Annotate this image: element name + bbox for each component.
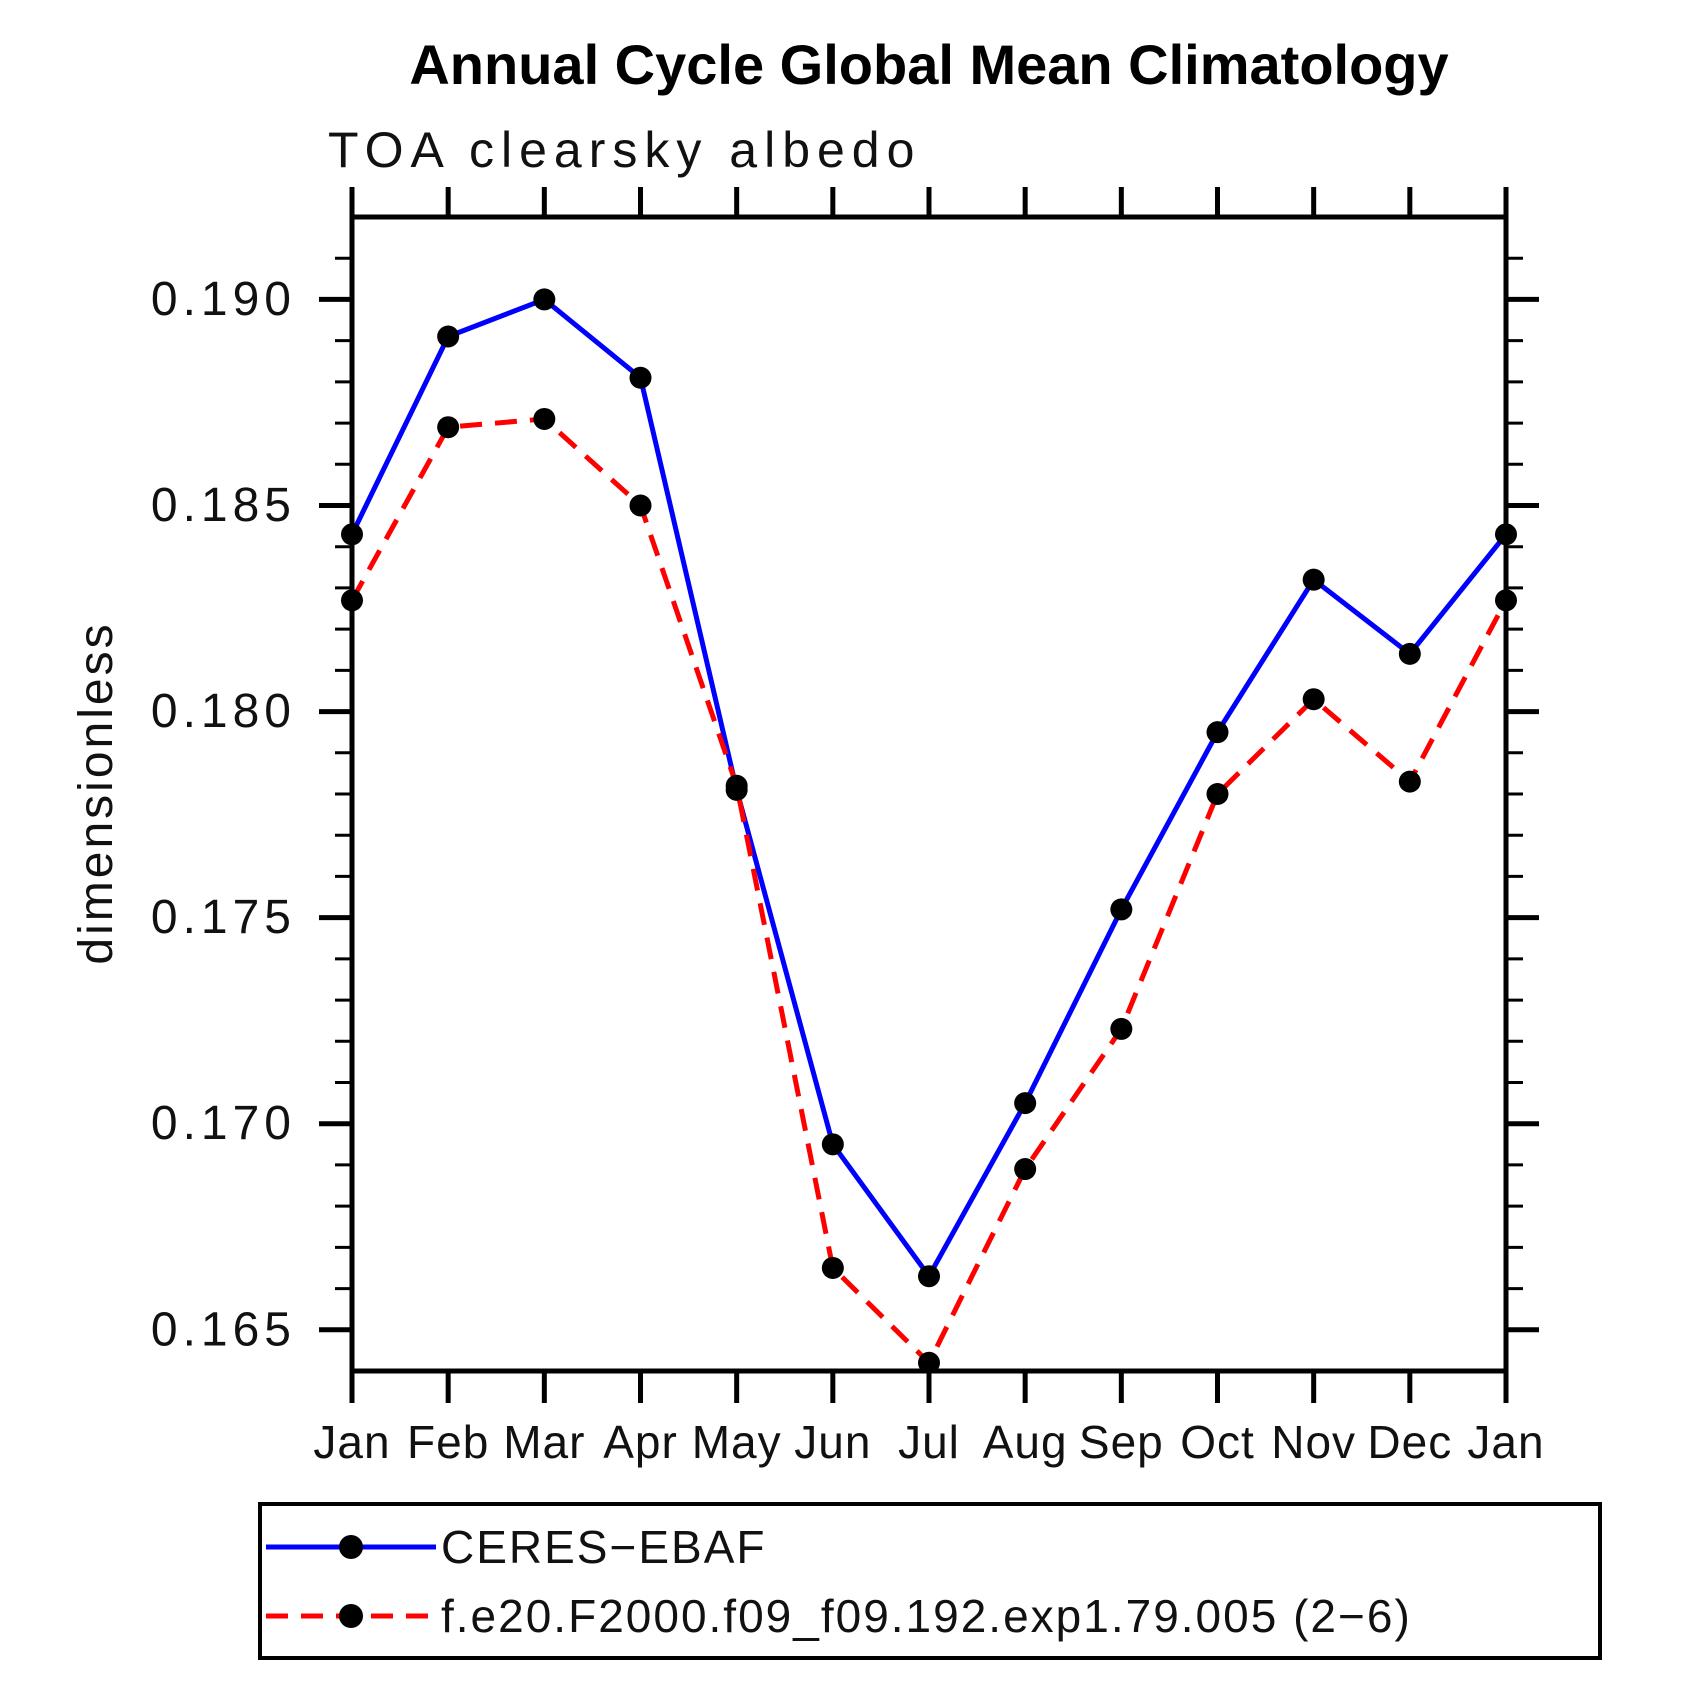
- data-point-ceres-ebaf: [1495, 523, 1517, 546]
- data-point-ceres-ebaf: [1110, 898, 1133, 921]
- legend-entry-ceres: CERES−EBAF: [266, 1521, 767, 1573]
- data-point-ceres-ebaf: [341, 523, 363, 546]
- month-label: Jun: [794, 1416, 871, 1468]
- y-tick-label: 0.180: [151, 685, 296, 738]
- y-tick-label: 0.175: [151, 891, 296, 944]
- data-point-ceres-ebaf: [1014, 1092, 1037, 1115]
- page-title: Annual Cycle Global Mean Climatology: [409, 33, 1448, 96]
- legend-label-model: f.e20.F2000.f09_f09.192.exp1.79.005 (2−6…: [441, 1590, 1412, 1642]
- month-label: Oct: [1180, 1416, 1255, 1468]
- data-point-ceres-ebaf: [1302, 568, 1325, 591]
- y-axis-title: dimensionless: [70, 621, 123, 964]
- y-tick-label: 0.165: [151, 1303, 296, 1356]
- data-point-ceres-ebaf: [1398, 642, 1421, 665]
- axis-frame: [349, 214, 1509, 1374]
- data-point-model: [821, 1256, 844, 1279]
- data-point-ceres-ebaf: [821, 1133, 844, 1156]
- data-point-model: [1495, 589, 1517, 612]
- chart-subtitle: TOA clearsky albedo: [328, 122, 921, 178]
- data-point-ceres-ebaf: [918, 1265, 940, 1288]
- series-line-ceres-ebaf: [349, 296, 1508, 1281]
- data-point-model: [918, 1351, 940, 1374]
- month-label: Sep: [1079, 1416, 1164, 1468]
- y-tick-label: 0.190: [151, 273, 296, 326]
- legend-marker-icon: [339, 1535, 363, 1559]
- series-line-model: [349, 416, 1509, 1367]
- month-label: May: [692, 1416, 782, 1468]
- month-label: Aug: [983, 1416, 1068, 1468]
- month-label: Jul: [898, 1416, 960, 1468]
- data-point-ceres-ebaf: [437, 325, 460, 348]
- data-point-ceres-ebaf: [1206, 721, 1229, 744]
- plot-area: 0.165 0.170 0.175 0.180 0.185 0.190 Jan Feb Mar A…: [151, 187, 1544, 1468]
- legend-marker-icon: [339, 1604, 363, 1628]
- data-point-ceres-ebaf: [533, 288, 556, 311]
- month-label: Mar: [503, 1416, 585, 1468]
- legend: CERES−EBAF f.e20.F2000.f09_f09.192.exp1.…: [258, 1502, 1602, 1660]
- month-label: Nov: [1271, 1416, 1356, 1468]
- month-label: Dec: [1367, 1416, 1452, 1468]
- month-label: Jan: [1467, 1416, 1544, 1468]
- data-point-model: [1014, 1158, 1037, 1181]
- data-point-model: [725, 774, 748, 797]
- data-point-model: [1110, 1017, 1133, 1040]
- data-point-model: [1398, 770, 1421, 793]
- data-point-model: [341, 589, 363, 612]
- data-point-model: [437, 416, 460, 439]
- y-tick-label: 0.170: [151, 1097, 296, 1150]
- month-label: Feb: [407, 1416, 489, 1468]
- data-point-model: [1302, 688, 1325, 711]
- legend-label-ceres: CERES−EBAF: [441, 1521, 767, 1573]
- month-label: Apr: [603, 1416, 678, 1468]
- data-point-ceres-ebaf: [629, 366, 652, 389]
- y-tick-label: 0.185: [151, 479, 296, 532]
- data-point-model: [629, 494, 652, 517]
- data-point-model: [533, 407, 556, 430]
- data-point-model: [1206, 783, 1229, 805]
- legend-box: [258, 1502, 1602, 1660]
- legend-entry-model: f.e20.F2000.f09_f09.192.exp1.79.005 (2−6…: [266, 1590, 1412, 1642]
- month-label: Jan: [313, 1416, 390, 1468]
